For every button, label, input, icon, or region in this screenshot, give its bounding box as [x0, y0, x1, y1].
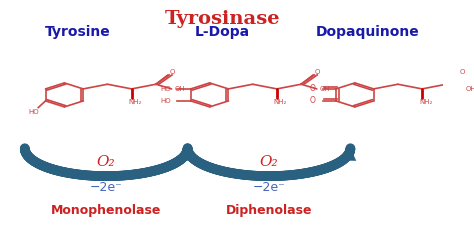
Text: Monophenolase: Monophenolase [51, 204, 161, 217]
Text: O: O [310, 96, 316, 105]
Text: O₂: O₂ [97, 155, 116, 169]
Text: Diphenolase: Diphenolase [226, 204, 312, 217]
Text: L-Dopa: L-Dopa [195, 25, 250, 39]
Text: OH: OH [465, 86, 474, 92]
Text: O: O [315, 68, 320, 75]
Text: O: O [170, 68, 175, 75]
Text: OH: OH [175, 86, 185, 92]
Text: O: O [460, 68, 465, 75]
Text: O₂: O₂ [260, 155, 278, 169]
Text: Dopaquinone: Dopaquinone [316, 25, 420, 39]
Text: NH₂: NH₂ [128, 99, 142, 105]
Text: NH₂: NH₂ [274, 99, 287, 105]
Text: Tyrosine: Tyrosine [45, 25, 110, 39]
Text: HO: HO [160, 86, 171, 92]
Text: −2e⁻: −2e⁻ [253, 181, 285, 193]
Text: OH: OH [320, 86, 330, 92]
Text: NH₂: NH₂ [419, 99, 432, 105]
Text: HO: HO [160, 98, 171, 104]
Text: HO: HO [28, 109, 39, 115]
Text: Tyrosinase: Tyrosinase [165, 10, 281, 28]
Text: O: O [310, 84, 316, 93]
Text: −2e⁻: −2e⁻ [90, 181, 123, 193]
